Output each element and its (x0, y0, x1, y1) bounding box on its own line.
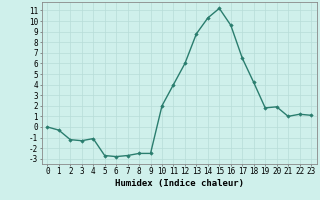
X-axis label: Humidex (Indice chaleur): Humidex (Indice chaleur) (115, 179, 244, 188)
